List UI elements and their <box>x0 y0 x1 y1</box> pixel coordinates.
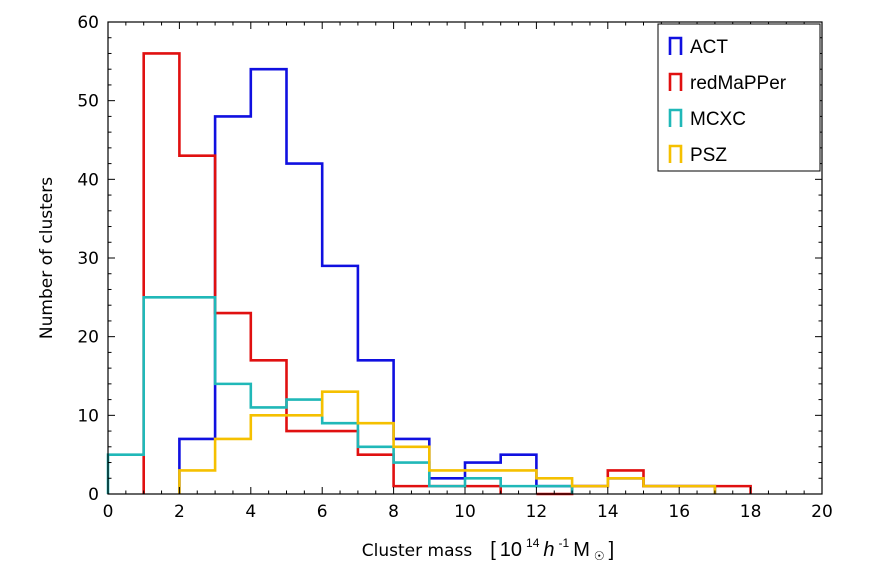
x-tick-label: 12 <box>526 502 548 522</box>
x-axis-unit-base: 10 <box>500 539 522 561</box>
x-tick-label: 14 <box>597 502 619 522</box>
legend-label-act: ACT <box>690 37 728 58</box>
x-axis-unit-close: ] <box>609 539 615 561</box>
x-axis-unit-exp: 14 <box>526 536 540 550</box>
legend-swatch-mcxc <box>668 108 683 127</box>
x-tick-label: 16 <box>668 502 690 522</box>
x-axis-unit-sun: ☉ <box>594 549 605 563</box>
x-axis-label: Cluster mass <box>362 541 473 561</box>
x-axis-unit-open: [ <box>490 539 496 561</box>
y-tick-label: 10 <box>77 406 99 426</box>
y-tick-label: 30 <box>77 249 99 269</box>
x-axis-title: Cluster mass [ 10 14 h -1 M ☉ ] <box>362 534 614 564</box>
y-tick-label: 40 <box>77 170 99 190</box>
legend-label-psz: PSZ <box>690 145 727 166</box>
labels-layer: 0 2 4 6 8 10 12 14 16 18 20 0 10 20 30 40 50 60 <box>77 13 832 522</box>
x-tick-label: 6 <box>317 502 328 522</box>
legend-swatch-redmapper <box>668 72 683 91</box>
y-tick-label: 60 <box>77 13 99 33</box>
y-tick-label: 50 <box>77 92 99 112</box>
series-layer <box>106 52 752 496</box>
x-tick-label: 8 <box>388 502 399 522</box>
legend-box <box>657 23 821 172</box>
y-axis-label: Number of clusters <box>37 177 57 339</box>
legend: ACT redMaPPer MCXC PSZ <box>657 23 821 172</box>
legend-swatch-act <box>668 36 683 55</box>
x-axis-unit-h: h <box>543 539 554 561</box>
x-tick-label: 18 <box>740 502 762 522</box>
y-tick-label: 0 <box>88 485 99 505</box>
legend-label-redmapper: redMaPPer <box>690 73 787 94</box>
x-tick-label: 20 <box>811 502 833 522</box>
series-psz-line <box>178 390 717 494</box>
x-tick-label: 10 <box>454 502 476 522</box>
x-tick-label: 2 <box>174 502 185 522</box>
x-axis-unit-m: M <box>573 539 590 561</box>
series-act-line <box>178 67 717 494</box>
series-mcxc-line <box>106 296 574 494</box>
x-axis-unit-hexp: -1 <box>559 536 570 550</box>
x-tick-label: 0 <box>103 502 114 522</box>
x-tick-label: 4 <box>245 502 256 522</box>
legend-label-mcxc: MCXC <box>690 109 746 130</box>
legend-items: ACT redMaPPer MCXC PSZ <box>668 36 787 166</box>
y-tick-label: 20 <box>77 328 99 348</box>
legend-swatch-psz <box>668 144 683 163</box>
